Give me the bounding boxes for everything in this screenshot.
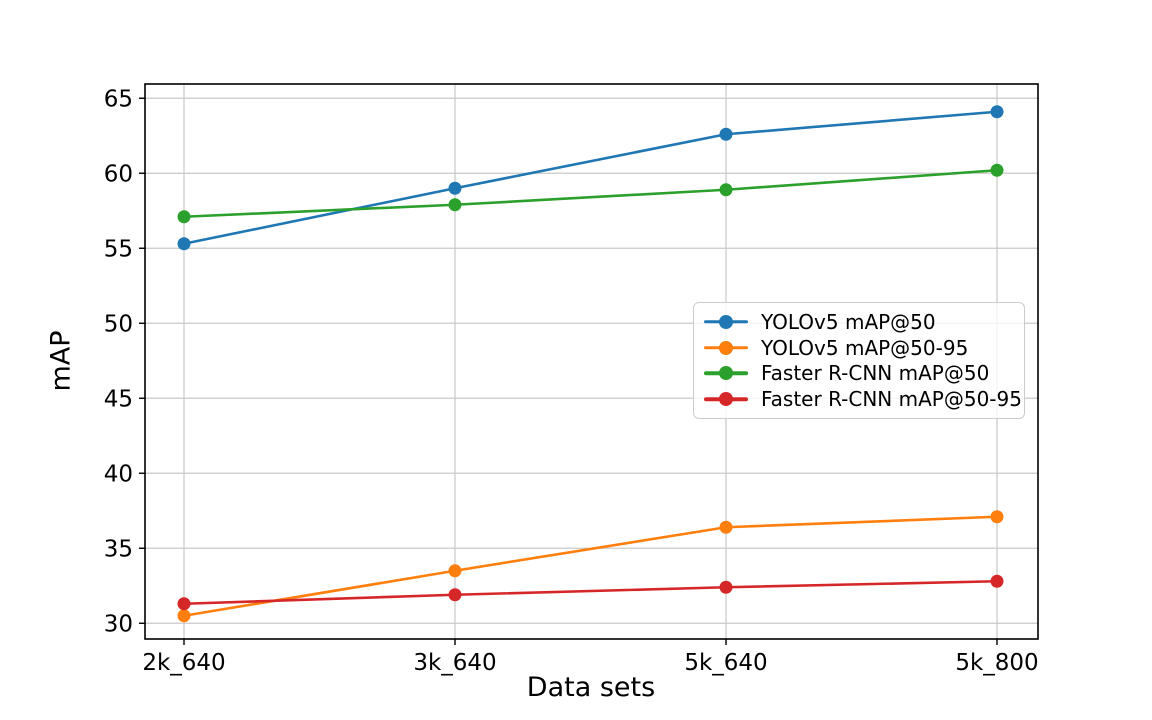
legend-line-marker-icon: [704, 392, 748, 407]
series-marker-1: [990, 510, 1004, 524]
series-marker-1: [177, 609, 191, 623]
series-marker-3: [177, 597, 191, 611]
series-marker-1: [448, 564, 462, 578]
series-marker-3: [990, 574, 1004, 588]
series-marker-3: [719, 580, 733, 594]
legend-line-marker-icon: [704, 366, 748, 381]
legend-line-marker-icon: [704, 340, 748, 355]
series-line-2: [182, 168, 999, 219]
series-marker-3: [448, 588, 462, 602]
y-tick-label: 40: [104, 461, 133, 487]
series-marker-1: [719, 520, 733, 534]
series-marker-2: [990, 163, 1004, 177]
x-tick-label: 3k_640: [413, 650, 496, 676]
series-marker-2: [448, 198, 462, 212]
series-marker-0: [448, 181, 462, 195]
legend-line-marker-icon: [704, 314, 748, 329]
y-axis-label: mAP: [45, 330, 77, 392]
series-marker-2: [177, 210, 191, 224]
y-tick-label: 35: [104, 536, 133, 562]
legend: YOLOv5 mAP@50 YOLOv5 mAP@50-95 Faster R-CN…: [693, 302, 1025, 419]
y-tick-label: 60: [104, 161, 133, 187]
legend-item: YOLOv5 mAP@50: [704, 309, 1014, 334]
x-axis-label: Data sets: [526, 672, 656, 703]
y-tick-label: 50: [104, 311, 133, 337]
legend-label: Faster R-CNN mAP@50-95: [761, 387, 1022, 412]
axes-frame: [144, 83, 1039, 640]
y-tick-label: 45: [104, 386, 133, 412]
y-tick-label: 65: [104, 86, 133, 112]
y-tick-label: 30: [104, 611, 133, 637]
series-line-3: [182, 579, 999, 606]
legend-label: YOLOv5 mAP@50: [761, 309, 936, 334]
legend-label: YOLOv5 mAP@50-95: [761, 335, 969, 360]
x-tick-label: 2k_640: [142, 650, 225, 676]
series-line-0: [182, 110, 999, 246]
series-marker-2: [719, 183, 733, 197]
series-marker-0: [177, 237, 191, 251]
series-marker-0: [719, 127, 733, 141]
x-tick-label: 5k_800: [955, 650, 1038, 676]
legend-item: Faster R-CNN mAP@50-95: [704, 387, 1022, 412]
x-tick-label: 5k_640: [684, 650, 767, 676]
legend-label: Faster R-CNN mAP@50: [761, 361, 990, 386]
series-line-1: [182, 515, 999, 618]
legend-item: YOLOv5 mAP@50-95: [704, 335, 1014, 360]
series-marker-0: [990, 105, 1004, 119]
legend-item: Faster R-CNN mAP@50: [704, 361, 1014, 386]
y-tick-label: 55: [104, 236, 133, 262]
